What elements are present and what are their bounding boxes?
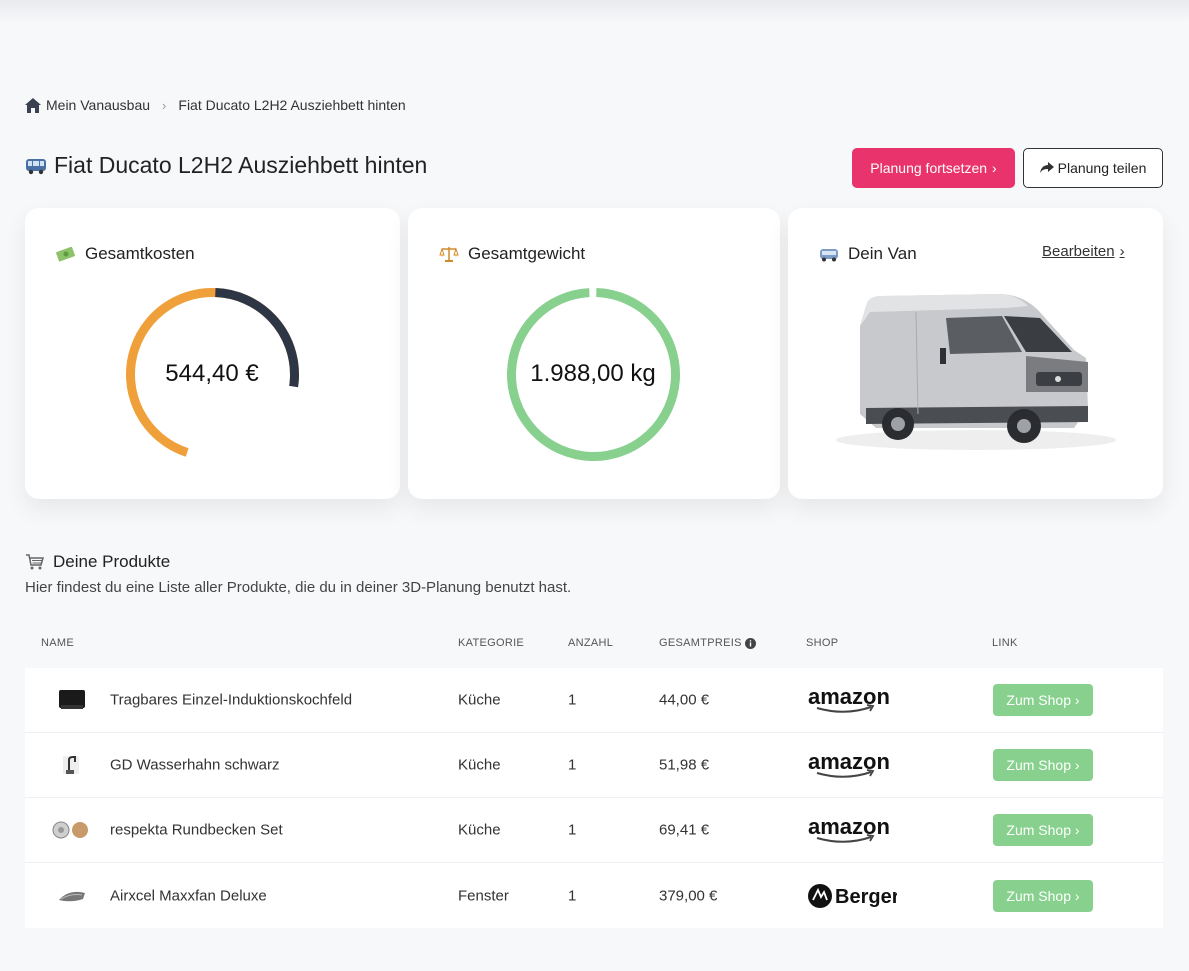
cart-icon xyxy=(26,554,44,570)
product-category: Küche xyxy=(458,691,501,709)
product-quantity: 1 xyxy=(568,691,577,709)
weight-donut-chart xyxy=(507,288,680,461)
column-header-link: LINK xyxy=(992,637,1018,649)
continue-planning-label: Planung fortsetzen xyxy=(870,160,988,176)
breadcrumb: Mein Vanausbau › Fiat Ducato L2H2 Auszie… xyxy=(25,97,406,113)
product-name: respekta Rundbecken Set xyxy=(110,821,283,839)
product-price: 51,98 € xyxy=(659,756,710,774)
chevron-right-icon: › xyxy=(1119,243,1125,260)
total-cost-header: Gesamtkosten xyxy=(56,244,195,264)
product-name: GD Wasserhahn schwarz xyxy=(110,756,280,774)
table-row: Tragbares Einzel-Induktionskochfeld Küch… xyxy=(25,668,1163,733)
total-cost-card: Gesamtkosten 544,40 € xyxy=(25,208,400,499)
faucet-thumbnail xyxy=(63,756,79,774)
chevron-right-icon: › xyxy=(1074,822,1080,838)
to-shop-label: Zum Shop xyxy=(1006,692,1072,708)
cost-segment-other xyxy=(125,288,299,461)
total-weight-title: Gesamtgewicht xyxy=(468,244,586,263)
amazon-logo: amazon xyxy=(808,750,890,778)
continue-planning-button[interactable]: Planung fortsetzen › xyxy=(852,148,1015,188)
total-weight-card: Gesamtgewicht 1.988,00 kg xyxy=(408,208,780,499)
home-icon[interactable] xyxy=(25,97,41,113)
edit-van-label: Bearbeiten xyxy=(1042,243,1115,260)
column-header-name: NAME xyxy=(41,637,74,649)
share-planning-button[interactable]: Planung teilen xyxy=(1023,148,1163,188)
top-bar-shadow xyxy=(0,0,1189,22)
money-icon xyxy=(56,246,75,262)
table-row: respekta Rundbecken Set Küche 1 69,41 € … xyxy=(25,798,1163,863)
to-shop-button[interactable]: Zum Shop › xyxy=(993,684,1093,716)
round-sink-thumbnail xyxy=(52,821,88,839)
your-van-card: Dein Van Bearbeiten › xyxy=(788,208,1163,499)
amazon-logo: amazon xyxy=(808,685,890,713)
product-price: 379,00 € xyxy=(659,887,718,904)
total-weight-value: 1.988,00 kg xyxy=(530,360,656,387)
product-category: Küche xyxy=(458,821,501,839)
berger-logo: Berger xyxy=(808,883,897,908)
column-header-quantity: ANZAHL xyxy=(568,637,614,649)
breadcrumb-root[interactable]: Mein Vanausbau xyxy=(46,97,151,113)
total-cost-title: Gesamtkosten xyxy=(85,244,195,263)
your-van-title: Dein Van xyxy=(848,244,917,263)
your-van-header: Dein Van xyxy=(819,244,917,264)
product-price: 69,41 € xyxy=(659,821,710,839)
product-quantity: 1 xyxy=(568,821,577,839)
cost-donut-chart xyxy=(125,288,299,461)
breadcrumb-current: Fiat Ducato L2H2 Ausziehbett hinten xyxy=(178,97,406,113)
to-shop-label: Zum Shop xyxy=(1006,822,1072,838)
chevron-right-icon: › xyxy=(1074,757,1080,773)
edit-van-link[interactable]: Bearbeiten › xyxy=(1042,243,1125,260)
svg-text:Berger: Berger xyxy=(835,886,897,908)
share-planning-label: Planung teilen xyxy=(1057,160,1147,176)
products-subtitle: Hier findest du eine Liste aller Produkt… xyxy=(25,579,572,596)
info-icon[interactable] xyxy=(744,637,756,649)
svg-text:amazon: amazon xyxy=(808,750,890,774)
page-title: Fiat Ducato L2H2 Ausziehbett hinten xyxy=(54,152,428,178)
svg-text:amazon: amazon xyxy=(808,685,890,709)
products-header: Deine Produkte xyxy=(25,552,170,572)
table-row: Airxcel Maxxfan Deluxe Fenster 1 379,00 … xyxy=(25,863,1163,928)
page-header: Fiat Ducato L2H2 Ausziehbett hinten xyxy=(25,152,427,179)
svg-text:amazon: amazon xyxy=(808,815,890,839)
product-name: Tragbares Einzel-Induktionskochfeld xyxy=(110,691,353,709)
product-quantity: 1 xyxy=(568,887,577,904)
product-quantity: 1 xyxy=(568,756,577,774)
weight-ring xyxy=(507,288,680,461)
product-category: Küche xyxy=(458,756,501,774)
column-header-shop: SHOP xyxy=(806,637,839,649)
product-name: Airxcel Maxxfan Deluxe xyxy=(110,887,267,904)
induction-cooktop-thumbnail xyxy=(59,690,85,709)
products-title: Deine Produkte xyxy=(53,552,171,571)
van-image xyxy=(826,288,1126,458)
total-cost-value: 544,40 € xyxy=(165,360,259,387)
column-header-total-price: GESAMTPREIS xyxy=(659,637,756,649)
to-shop-label: Zum Shop xyxy=(1006,757,1072,773)
product-price: 44,00 € xyxy=(659,691,710,709)
roof-fan-thumbnail xyxy=(59,891,85,901)
share-arrow-icon xyxy=(1039,162,1054,173)
to-shop-button[interactable]: Zum Shop › xyxy=(993,879,1093,912)
van-icon xyxy=(820,249,838,262)
products-table: Tragbares Einzel-Induktionskochfeld Küch… xyxy=(25,668,1163,928)
scale-icon xyxy=(439,247,459,262)
column-header-category: KATEGORIE xyxy=(458,637,525,649)
to-shop-button[interactable]: Zum Shop › xyxy=(993,749,1093,781)
product-category: Fenster xyxy=(458,887,509,904)
chevron-right-icon: › xyxy=(1074,887,1080,904)
amazon-logo: amazon xyxy=(808,815,890,843)
chevron-right-icon: › xyxy=(1074,692,1080,708)
total-weight-header: Gesamtgewicht xyxy=(439,244,585,264)
table-row: GD Wasserhahn schwarz Küche 1 51,98 € am… xyxy=(25,733,1163,798)
chevron-right-icon: › xyxy=(992,160,997,176)
to-shop-label: Zum Shop xyxy=(1006,887,1072,904)
bus-icon xyxy=(26,158,46,174)
to-shop-button[interactable]: Zum Shop › xyxy=(993,814,1093,846)
chevron-right-icon: › xyxy=(162,97,167,113)
column-header-total-price-label: GESAMTPREIS xyxy=(659,637,742,649)
